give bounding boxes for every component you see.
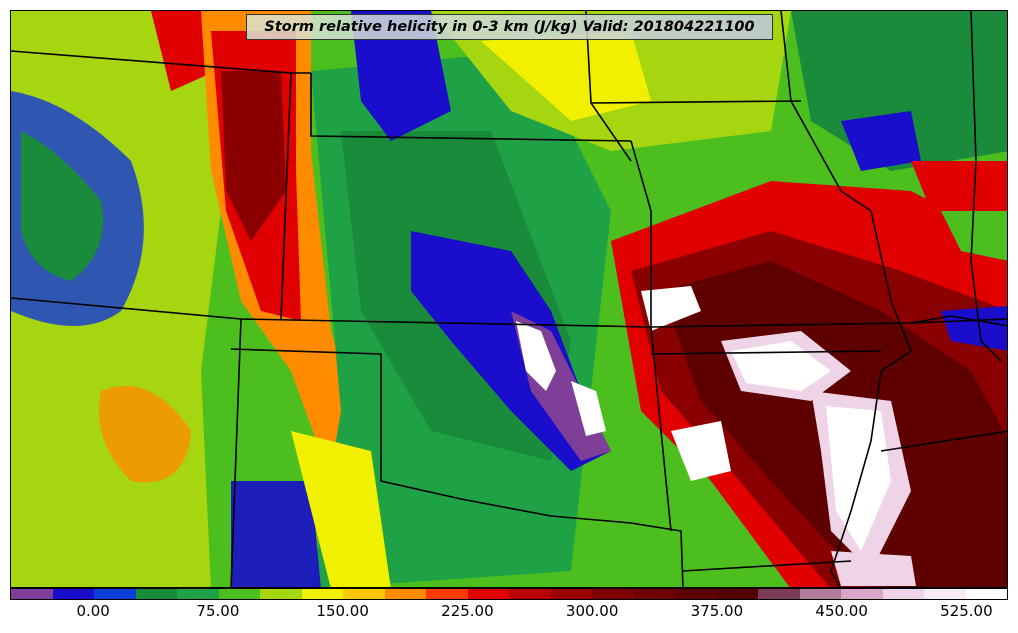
boundary-ok-north xyxy=(230,348,684,587)
field-nebraska-blue xyxy=(351,11,451,141)
colorbar-tick-label: 525.00 xyxy=(940,602,993,620)
colorbar-segment xyxy=(52,589,94,599)
field-east-white-4 xyxy=(671,421,731,481)
boundary-mn-sd xyxy=(585,11,632,162)
colorbar-segment xyxy=(11,589,53,599)
map-canvas xyxy=(11,11,1007,587)
colorbar-segment xyxy=(135,589,177,599)
boundary-il-in xyxy=(970,11,1002,362)
colorbar-segment xyxy=(177,589,219,599)
colorbar-segment xyxy=(675,589,717,599)
colorbar-segment xyxy=(426,589,468,599)
field-east-white-3 xyxy=(641,286,701,331)
field-kansas-white-2 xyxy=(571,381,606,436)
colorbar-tick-label: 375.00 xyxy=(690,602,744,620)
field-ok-blue xyxy=(231,481,321,587)
colorbar-segment xyxy=(550,589,592,599)
colorbar-tick-label: 300.00 xyxy=(565,602,619,620)
colorbar-segment xyxy=(509,589,551,599)
boundary-mo-west xyxy=(630,140,672,532)
boundary-ne-col xyxy=(280,72,292,320)
colorbar-segment xyxy=(841,589,883,599)
boundary-panhandle xyxy=(230,318,242,587)
colorbar-segment xyxy=(924,589,966,599)
colorbar-segment xyxy=(94,589,136,599)
colorbar-tick-label: 0.00 xyxy=(76,602,110,620)
colorbar-segment xyxy=(633,589,675,599)
colorbar-segment xyxy=(384,589,426,599)
colorbar-segment xyxy=(343,589,385,599)
boundary-tn xyxy=(880,430,1007,452)
helicity-map xyxy=(10,10,1008,588)
field-iowa-blue xyxy=(841,111,921,171)
colorbar-tick-label: 75.00 xyxy=(196,602,240,620)
boundary-ne-north xyxy=(310,73,632,142)
field-west-green xyxy=(21,131,103,281)
field-west-red-top xyxy=(151,11,216,91)
colorbar-tick-label: 225.00 xyxy=(441,602,494,620)
state-boundaries xyxy=(11,11,1007,587)
colorbar-segment xyxy=(592,589,634,599)
colorbar xyxy=(10,588,1008,600)
field-west-orange xyxy=(99,386,191,483)
field-kansas-white xyxy=(516,321,556,391)
field-ok-yellow xyxy=(291,431,391,587)
boundary-ia-mn xyxy=(590,100,802,104)
colorbar-segment xyxy=(716,589,758,599)
colorbar-segment xyxy=(799,589,841,599)
colorbar-segment xyxy=(467,589,509,599)
map-title: Storm relative helicity in 0-3 km (J/kg)… xyxy=(246,14,773,40)
boundary-mississippi xyxy=(780,11,912,587)
boundary-ky xyxy=(910,315,1007,327)
colorbar-tick-label: 150.00 xyxy=(316,602,369,620)
colorbar-segment xyxy=(882,589,924,599)
field-illinois-green xyxy=(941,211,1007,261)
field-north-yellow xyxy=(481,31,651,121)
colorbar-tick-label: 450.00 xyxy=(815,602,868,620)
field-east-white-5 xyxy=(831,551,916,586)
colorbar-segment xyxy=(218,589,260,599)
field-east-white-2 xyxy=(826,406,891,551)
colorbar-segment xyxy=(260,589,302,599)
colorbar-segment xyxy=(301,589,343,599)
field-east-white-1 xyxy=(731,341,831,391)
colorbar-segment xyxy=(758,589,800,599)
boundary-mo-south xyxy=(650,350,882,355)
boundary-ar-la xyxy=(682,560,852,572)
field-jet-darkred xyxy=(221,71,286,241)
colorbar-segment xyxy=(965,589,1007,599)
